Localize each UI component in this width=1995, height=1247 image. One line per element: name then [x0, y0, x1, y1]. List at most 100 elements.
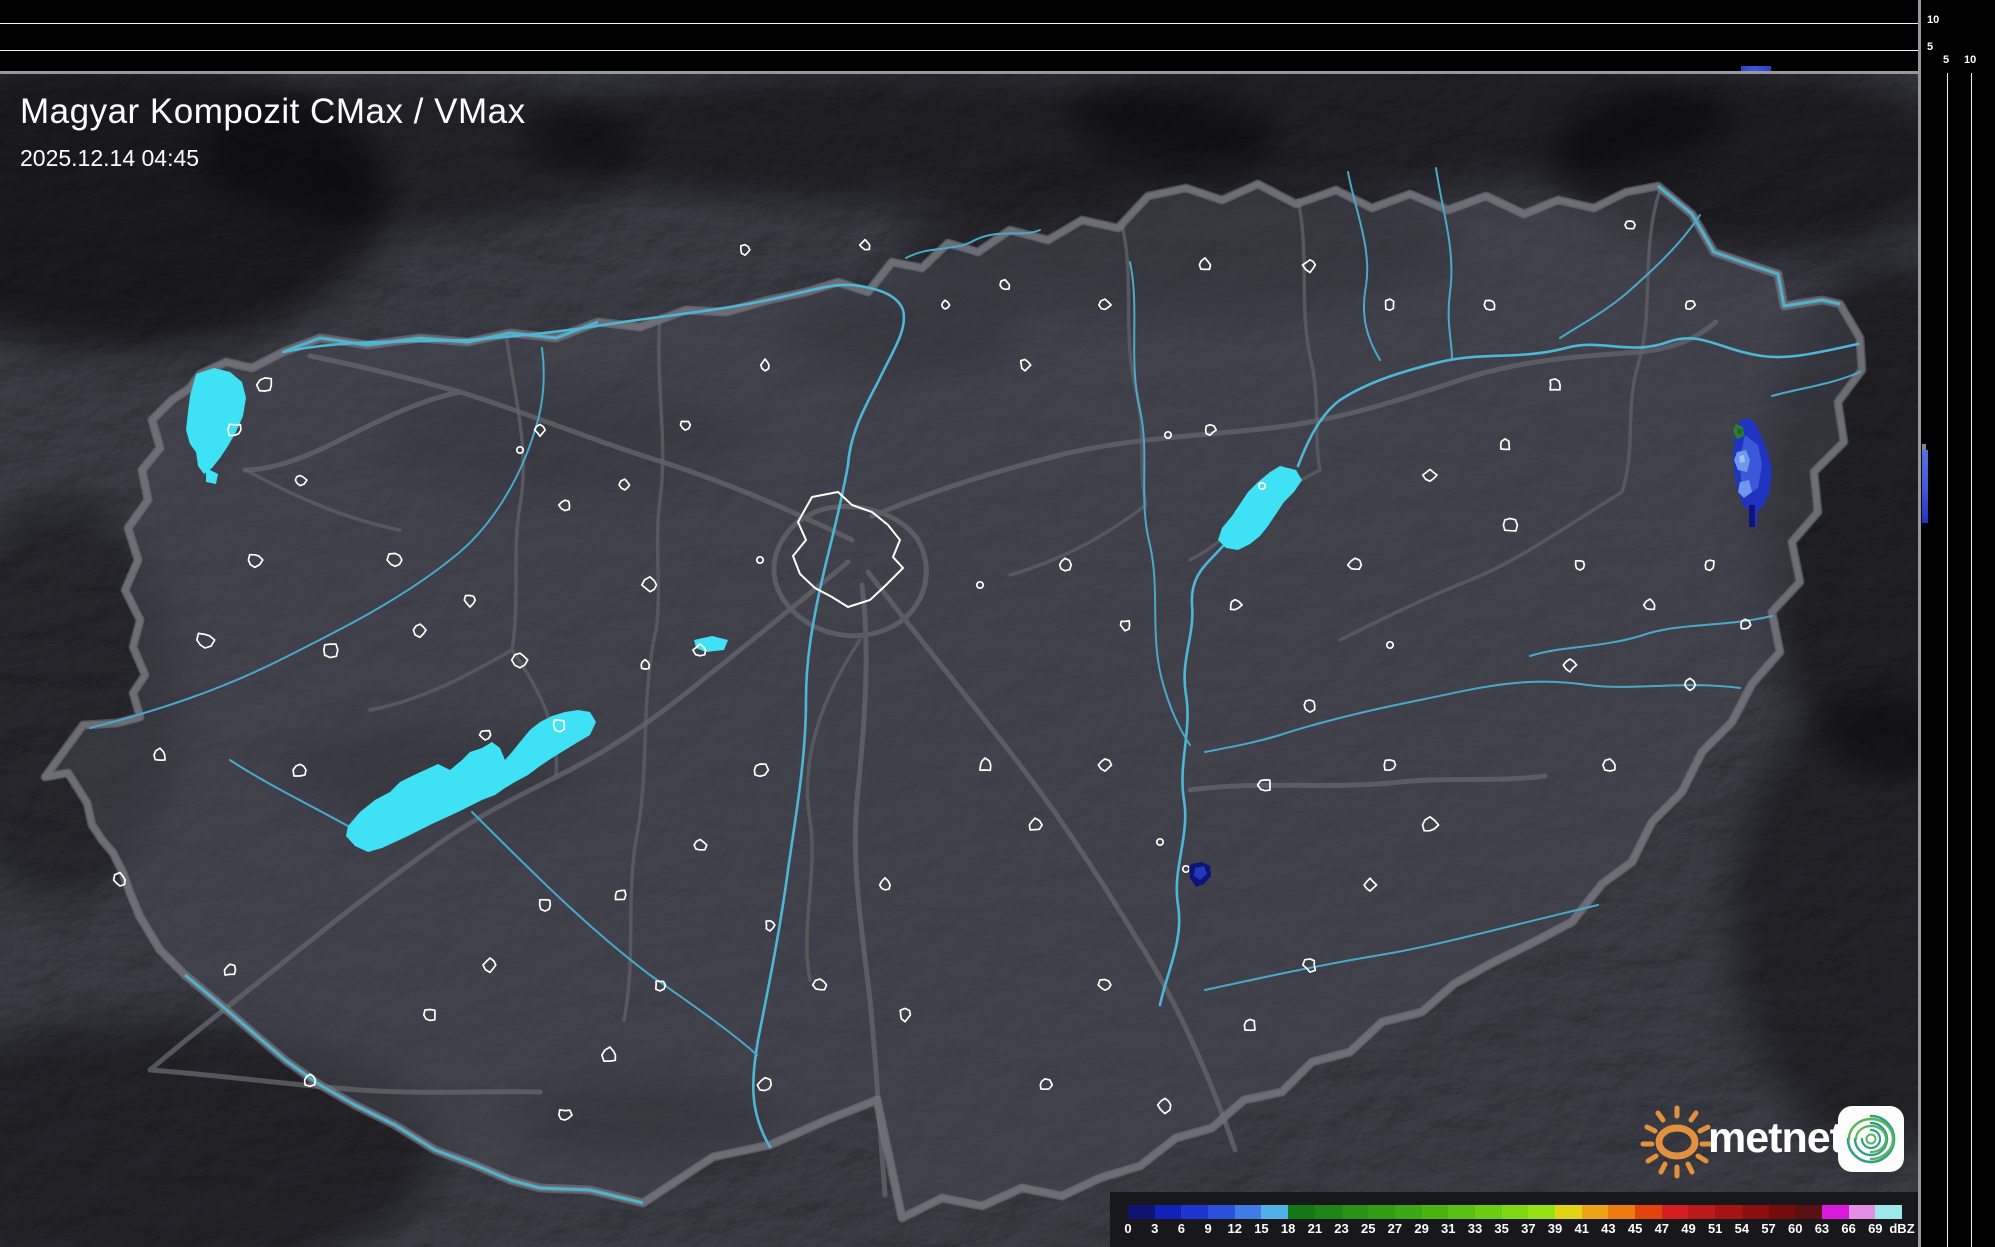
settlement-outline	[1549, 378, 1561, 391]
profile-corner-panel: 10 5 5 10	[1921, 0, 1995, 71]
dbz-swatch	[1688, 1205, 1716, 1219]
settlement-outline	[1256, 779, 1271, 792]
radar-map	[0, 73, 1918, 1247]
settlement-outline	[1421, 468, 1438, 483]
page-title: Magyar Kompozit CMax / VMax	[20, 92, 526, 131]
sun-icon	[1640, 1105, 1714, 1179]
settlement-outline	[112, 871, 126, 887]
dbz-swatch	[1635, 1205, 1662, 1219]
dbz-tick-label: 25	[1360, 1221, 1376, 1236]
settlement-outline	[510, 652, 529, 669]
settlement-outline	[1301, 258, 1317, 274]
top-panel-gridline-10	[0, 23, 1918, 24]
settlement-outline	[811, 978, 828, 991]
settlement-outline	[759, 358, 770, 372]
settlement-outline	[999, 278, 1011, 291]
dbz-tick-label: 43	[1601, 1221, 1616, 1236]
dbz-swatch	[1768, 1205, 1796, 1219]
terrain-layer	[0, 73, 1918, 1247]
panel-separator-horizontal	[0, 71, 1921, 74]
echo-northeast-tail	[1749, 505, 1755, 527]
dbz-tick-label: 39	[1547, 1221, 1563, 1236]
right-axis-tick-5: 5	[1943, 54, 1950, 66]
settlement-outline	[692, 643, 707, 657]
right-height-profile-panel	[1921, 73, 1995, 1247]
echo-northeast-light2	[1738, 480, 1752, 498]
dbz-tick-label: 35	[1494, 1221, 1509, 1236]
settlement-outline	[1058, 557, 1073, 572]
logo-graphics	[1640, 1105, 1904, 1179]
top-panel-echo-bar	[1741, 66, 1771, 71]
dbz-tick-label: 49	[1681, 1221, 1696, 1236]
dbz-swatch	[1715, 1205, 1742, 1219]
dbz-swatch	[1288, 1205, 1315, 1219]
motorways	[147, 319, 1719, 1198]
timestamp: 2025.12.14 04:45	[20, 145, 200, 171]
dbz-tick-label: 69	[1868, 1221, 1883, 1236]
settlement-dot	[1155, 837, 1165, 847]
settlement-outline	[640, 576, 658, 593]
lake-velence	[694, 636, 728, 652]
settlement-outline	[640, 658, 651, 670]
county-borders	[244, 188, 1662, 1022]
settlement-outline	[482, 957, 497, 974]
dbz-tick-label: 51	[1707, 1221, 1723, 1236]
settlement-outline	[679, 420, 692, 431]
dbz-swatch	[1821, 1205, 1849, 1219]
dbz-swatch	[1581, 1205, 1609, 1219]
dbz-tick-label: 66	[1841, 1221, 1856, 1236]
settlement-outline	[1301, 958, 1317, 973]
settlement-outline	[654, 980, 667, 992]
dbz-swatch	[1474, 1205, 1502, 1219]
settlement-outline	[422, 1008, 436, 1022]
metnet-logo: metnet	[1636, 1098, 1916, 1182]
dbz-swatch	[1501, 1205, 1529, 1219]
settlement-outline	[1346, 557, 1363, 571]
settlement-outline	[247, 553, 264, 569]
lake-tisza	[1218, 466, 1302, 550]
lakes	[186, 368, 1302, 852]
settlement-outline	[756, 1076, 773, 1092]
dbz-tick-label: 0	[1124, 1221, 1132, 1236]
echo-small-dot-core	[1194, 866, 1207, 880]
dbz-tick-label: 54	[1734, 1221, 1750, 1236]
dbz-tick-label: 15	[1254, 1221, 1269, 1236]
dbz-tick-label: 23	[1334, 1221, 1349, 1236]
settlement-outline	[1383, 759, 1397, 772]
top-height-profile-panel	[0, 0, 1918, 71]
echo-northeast-mid	[1740, 435, 1762, 495]
settlement-outline	[303, 1073, 317, 1088]
dbz-swatch	[1848, 1205, 1876, 1219]
settlement-outline	[412, 623, 427, 639]
settlement-outlines	[112, 220, 1752, 1121]
lake-ferto	[186, 368, 246, 474]
settlement-outline	[196, 632, 216, 649]
dbz-swatch	[1448, 1205, 1475, 1219]
dbz-tick-label: 29	[1414, 1221, 1429, 1236]
settlement-outline	[1642, 598, 1656, 611]
top-axis-tick-10: 10	[1927, 14, 1940, 26]
settlement-outline	[1039, 1077, 1054, 1091]
settlement-outline	[1229, 598, 1243, 611]
dbz-swatch	[1661, 1205, 1689, 1219]
dbz-color-scale: 0 3 6 9 12 15 18 21 23 25 27 29 31 33 35 37 39 41 43 45 47 49…	[1110, 1192, 1918, 1247]
settlement-outline	[478, 729, 492, 741]
settlement-outline	[1384, 298, 1395, 312]
dbz-swatch	[1128, 1205, 1155, 1219]
dbz-swatch	[1555, 1205, 1582, 1219]
top-panel-gridline-5	[0, 50, 1918, 51]
dbz-tick-label: 6	[1177, 1221, 1185, 1236]
settlement-outline	[255, 377, 273, 392]
dbz-tick-label: 63	[1814, 1221, 1830, 1236]
settlement-outline	[223, 963, 237, 976]
settlement-dot	[1257, 481, 1267, 491]
settlement-dot	[975, 580, 985, 590]
settlement-outline	[1502, 517, 1519, 532]
dbz-swatch	[1261, 1205, 1289, 1219]
logo-text: metnet	[1708, 1114, 1844, 1162]
settlement-outline	[1019, 358, 1032, 372]
echo-northeast-pale	[1739, 455, 1745, 463]
dbz-swatch	[1208, 1205, 1235, 1219]
dbz-swatch	[1181, 1205, 1209, 1219]
